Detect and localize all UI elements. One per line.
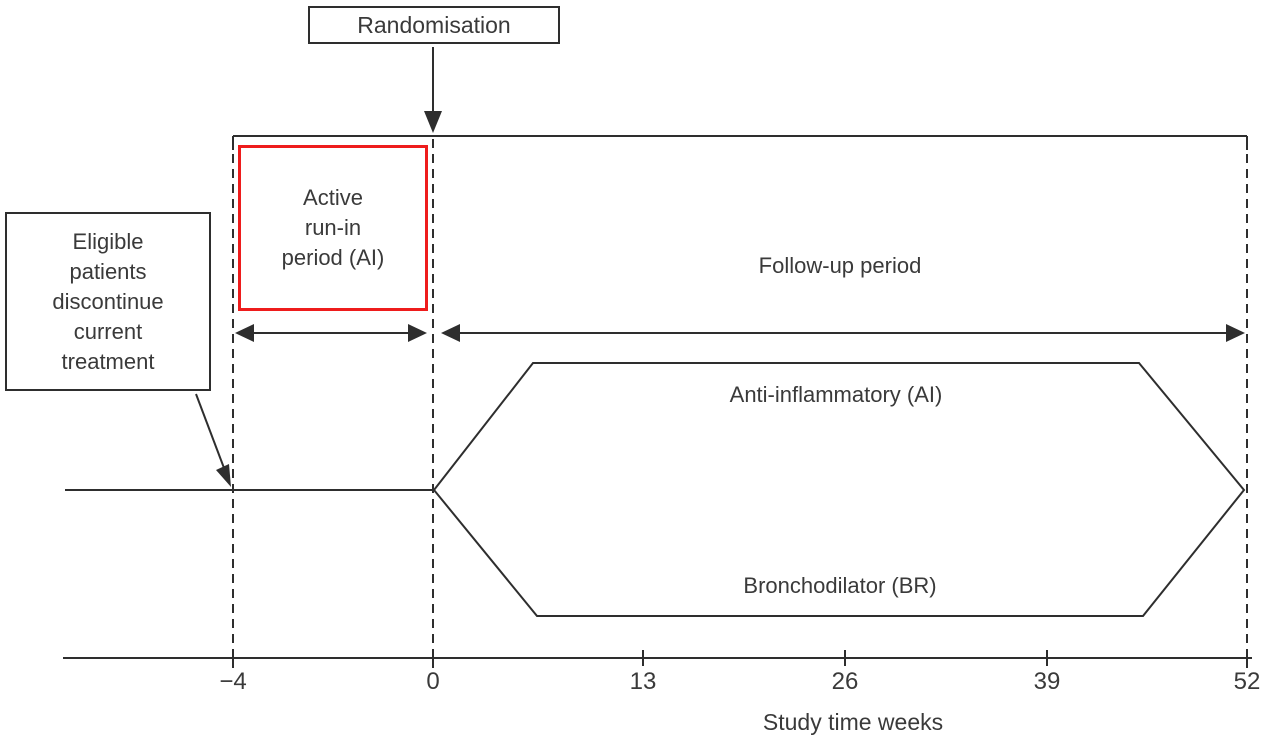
eligible-line-2: patients	[69, 258, 147, 284]
eligible-patients-box: Eligible patients discontinue current tr…	[5, 212, 211, 391]
axis-tick-label-minus4: −4	[219, 668, 247, 695]
active-run-in-box: Active run-in period (AI)	[238, 145, 428, 311]
run-in-line-2: run-in	[304, 215, 362, 240]
randomisation-label: Randomisation	[357, 12, 511, 38]
follow-up-arrow-right-head-icon	[1226, 324, 1245, 342]
eligible-line-1: Eligible	[72, 228, 144, 254]
follow-up-period-label: Follow-up period	[758, 253, 922, 278]
follow-up-arrow-left-head-icon	[441, 324, 460, 342]
eligible-line-4: current	[73, 318, 143, 344]
randomisation-arrow-head-icon	[424, 111, 442, 133]
randomisation-box: Randomisation	[308, 6, 560, 44]
axis-tick-label-0: 0	[426, 668, 440, 695]
axis-title: Study time weeks	[762, 709, 944, 735]
bronchodilator-arm-label: Bronchodilator (BR)	[743, 573, 937, 598]
treatment-arms-hexagon	[432, 362, 1246, 617]
axis-tick-label-39: 39	[1033, 668, 1061, 695]
run-in-arrow-right-head-icon	[408, 324, 427, 342]
run-in-arrow-left-head-icon	[235, 324, 254, 342]
axis-tick-label-52: 52	[1233, 668, 1261, 695]
run-in-line-1: Active	[303, 185, 363, 210]
anti-inflammatory-arm-label: Anti-inflammatory (AI)	[729, 382, 943, 407]
axis-tick-label-13: 13	[629, 668, 657, 695]
eligible-line-5: treatment	[61, 348, 155, 374]
eligible-arrow-head-icon	[216, 464, 231, 487]
axis-tick-label-26: 26	[831, 668, 859, 695]
time-axis-ticks	[232, 650, 1248, 666]
eligible-line-3: discontinue	[52, 288, 164, 314]
run-in-line-3: period (AI)	[281, 245, 385, 270]
eligible-arrow-line	[195, 393, 225, 469]
